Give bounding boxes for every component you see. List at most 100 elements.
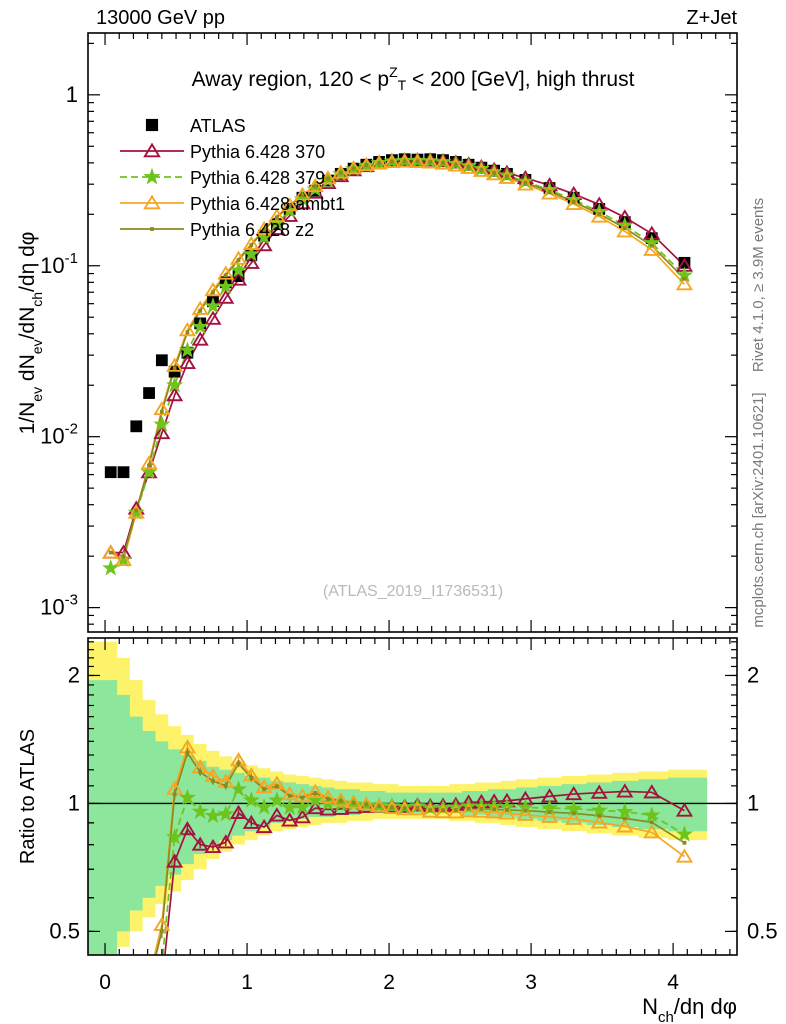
legend-label: Pythia 6.428 370 [190, 142, 325, 162]
data-marker [217, 805, 235, 822]
data-marker [185, 750, 190, 755]
data-marker [622, 226, 627, 231]
data-marker [390, 805, 394, 810]
data-marker [268, 807, 286, 822]
data-marker [191, 836, 209, 851]
data-marker [242, 235, 260, 251]
data-marker [204, 282, 222, 297]
data-marker [428, 808, 433, 813]
y-axis-label: 1/Nev dNev/dNch/dη dφ [16, 232, 45, 435]
data-marker [198, 770, 203, 774]
data-marker [540, 185, 559, 200]
data-marker [498, 805, 516, 820]
data-marker [338, 798, 343, 803]
data-marker [255, 237, 273, 252]
data-marker [344, 160, 363, 175]
data-marker [117, 1013, 131, 1024]
data-marker [242, 245, 260, 262]
data-marker [370, 154, 388, 170]
data-marker [472, 803, 490, 818]
data-marker [178, 821, 196, 836]
data-marker [344, 794, 363, 809]
data-marker [166, 387, 184, 402]
legend-entry-pythia-6-428-z2[interactable]: Pythia 6.428 z2 [120, 220, 314, 240]
data-marker [472, 162, 490, 177]
data-marker [293, 809, 312, 824]
data-marker [262, 787, 266, 792]
x-tick-label: 4 [667, 971, 679, 994]
data-marker [108, 550, 113, 555]
legend-entry-pythia-6-428-370[interactable]: Pythia 6.428 370 [120, 142, 325, 162]
data-marker [306, 783, 324, 798]
data-marker [204, 310, 222, 325]
main-panel-frame [87, 32, 738, 633]
data-marker [649, 820, 654, 825]
svg-text:Rivet 4.1.0, ≥ 3.9M events: Rivet 4.1.0, ≥ 3.9M events [750, 198, 767, 372]
ratio-y-tick-label-right: 1 [747, 790, 759, 815]
data-marker [242, 814, 260, 829]
data-marker [134, 1011, 138, 1015]
data-marker [364, 163, 369, 168]
x-tick-label: 2 [383, 971, 395, 994]
sidenote-rivet: Rivet 4.1.0, ≥ 3.9M events [750, 198, 767, 372]
data-marker [236, 258, 241, 262]
data-marker [274, 215, 279, 220]
data-marker [434, 155, 452, 170]
data-marker [143, 387, 155, 399]
data-marker [479, 806, 484, 811]
data-marker [447, 804, 465, 819]
data-marker [185, 330, 190, 335]
legend-label: ATLAS [190, 116, 246, 136]
data-marker [166, 357, 184, 372]
data-marker [211, 290, 215, 295]
data-marker [523, 808, 528, 813]
ratio-y-tick-label-right: 2 [747, 662, 759, 687]
legend-entry-pythia-6-428-379[interactable]: Pythia 6.428 379 [120, 167, 325, 188]
y-tick-label: 10-3 [40, 592, 78, 620]
data-marker [287, 203, 292, 208]
data-marker [643, 241, 661, 256]
data-marker [274, 784, 279, 789]
data-marker [147, 981, 151, 985]
data-marker [159, 929, 164, 934]
data-marker [211, 779, 215, 783]
data-marker [229, 271, 248, 286]
data-marker [268, 775, 286, 790]
data-marker [129, 1010, 143, 1024]
data-marker [130, 420, 143, 433]
data-marker [293, 186, 312, 201]
data-marker [326, 796, 330, 801]
data-marker [616, 802, 634, 820]
data-marker [357, 796, 375, 811]
data-marker [150, 227, 154, 231]
data-marker [377, 161, 382, 165]
legend-label: Pythia 6.428 379 [190, 168, 325, 188]
data-marker [616, 223, 634, 238]
data-marker [505, 808, 509, 812]
data-marker [565, 785, 583, 801]
data-marker [547, 810, 552, 815]
data-marker [402, 806, 407, 811]
data-marker [155, 978, 169, 989]
data-marker [415, 806, 420, 810]
data-marker [319, 170, 337, 185]
data-marker [616, 818, 634, 833]
data-marker [153, 415, 171, 432]
data-marker [217, 834, 235, 849]
legend-entry-atlas[interactable]: ATLAS [145, 116, 246, 136]
data-marker [204, 297, 222, 314]
legend-entry-pythia-6-428-ambt1[interactable]: Pythia 6.428 ambt1 [120, 194, 345, 214]
data-marker [306, 177, 324, 193]
data-marker [678, 256, 691, 269]
ratio-y-tick-label: 1 [68, 790, 80, 815]
data-marker [191, 300, 209, 315]
uncertainty-bands [88, 641, 708, 955]
data-marker [326, 176, 330, 181]
data-marker [682, 840, 687, 845]
data-marker [166, 376, 184, 393]
ratio-y-axis-label: Ratio to ATLAS [17, 729, 39, 864]
data-marker [402, 159, 407, 164]
data-marker [166, 853, 184, 868]
data-marker [408, 801, 427, 816]
